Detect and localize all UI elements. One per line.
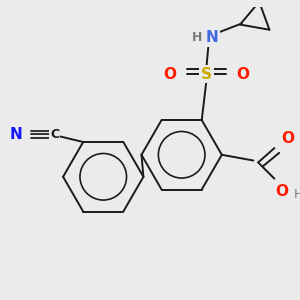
- Text: O: O: [164, 67, 177, 82]
- Text: O: O: [275, 184, 289, 199]
- Text: C: C: [50, 128, 59, 141]
- Text: S: S: [201, 67, 212, 82]
- Text: O: O: [236, 67, 249, 82]
- Text: N: N: [10, 127, 22, 142]
- Text: H: H: [294, 188, 300, 201]
- Text: N: N: [206, 30, 219, 45]
- Text: H: H: [192, 31, 202, 44]
- Text: O: O: [281, 131, 294, 146]
